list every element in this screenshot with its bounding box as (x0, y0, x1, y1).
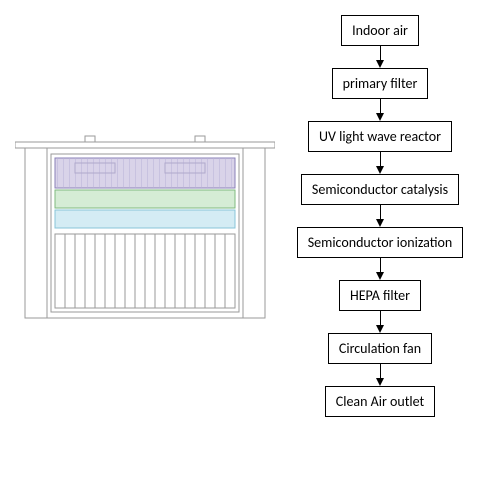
flow-arrow (380, 99, 381, 121)
layer-ionization (55, 210, 235, 228)
device-cross-section (15, 130, 275, 330)
device-svg (15, 130, 275, 330)
flow-node-clean-air-outlet: Clean Air outlet (325, 386, 435, 417)
flow-arrow (380, 364, 381, 386)
flow-arrow (380, 46, 381, 68)
flow-node-indoor-air: Indoor air (341, 15, 419, 46)
flow-arrow (380, 152, 381, 174)
flow-node-hepa-filter: HEPA filter (339, 280, 421, 311)
flow-node-semiconductor-ionization: Semiconductor ionization (297, 227, 464, 258)
flow-node-primary-filter: primary filter (332, 68, 429, 99)
flow-node-circulation-fan: Circulation fan (328, 333, 432, 364)
flow-node-uv-reactor: UV light wave reactor (308, 121, 452, 152)
device-grill (55, 234, 235, 308)
flow-node-semiconductor-catalysis: Semiconductor catalysis (301, 174, 459, 205)
process-flowchart: Indoor air primary filter UV light wave … (275, 15, 485, 417)
flow-arrow (380, 311, 381, 333)
flow-arrow (380, 258, 381, 280)
flow-arrow (380, 205, 381, 227)
layer-catalysis (55, 190, 235, 208)
